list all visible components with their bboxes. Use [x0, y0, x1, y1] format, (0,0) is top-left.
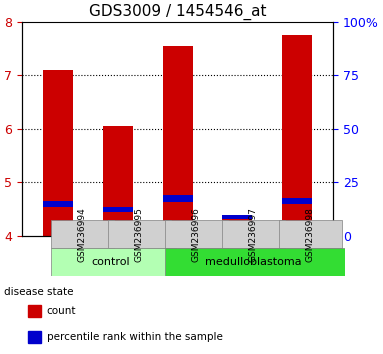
Bar: [163, 195, 193, 202]
Text: count: count: [47, 307, 76, 316]
FancyBboxPatch shape: [25, 236, 91, 303]
FancyBboxPatch shape: [222, 221, 285, 248]
Bar: [28, 331, 41, 343]
Text: GSM236995: GSM236995: [113, 240, 123, 299]
Text: GSM236995: GSM236995: [135, 207, 144, 262]
Text: GSM236994: GSM236994: [78, 207, 87, 262]
Text: GSM236998: GSM236998: [292, 240, 302, 299]
FancyBboxPatch shape: [51, 221, 113, 248]
Text: GSM236998: GSM236998: [306, 207, 315, 262]
Bar: [28, 305, 41, 317]
Text: control: control: [92, 257, 130, 267]
Bar: [223, 215, 252, 219]
Bar: [282, 198, 312, 204]
Bar: [282, 35, 312, 236]
FancyBboxPatch shape: [165, 221, 228, 248]
FancyBboxPatch shape: [145, 236, 211, 303]
Bar: [103, 206, 133, 212]
Title: GDS3009 / 1454546_at: GDS3009 / 1454546_at: [89, 4, 266, 21]
Bar: [163, 46, 193, 236]
Text: percentile rank within the sample: percentile rank within the sample: [47, 332, 223, 342]
FancyBboxPatch shape: [108, 221, 170, 248]
Text: GSM236997: GSM236997: [232, 240, 242, 299]
Bar: [43, 70, 73, 236]
FancyBboxPatch shape: [205, 236, 270, 303]
Text: GSM236996: GSM236996: [173, 240, 183, 299]
Bar: [43, 201, 73, 207]
FancyBboxPatch shape: [264, 236, 330, 303]
FancyBboxPatch shape: [279, 221, 342, 248]
FancyBboxPatch shape: [85, 236, 151, 303]
Bar: [103, 126, 133, 236]
Text: GSM236997: GSM236997: [249, 207, 258, 262]
Text: disease state: disease state: [4, 287, 73, 297]
FancyBboxPatch shape: [165, 248, 353, 276]
Text: GSM236996: GSM236996: [192, 207, 201, 262]
FancyBboxPatch shape: [51, 248, 176, 276]
Bar: [223, 217, 252, 236]
Text: GSM236994: GSM236994: [53, 240, 63, 299]
Text: medulloblastoma: medulloblastoma: [205, 257, 302, 267]
